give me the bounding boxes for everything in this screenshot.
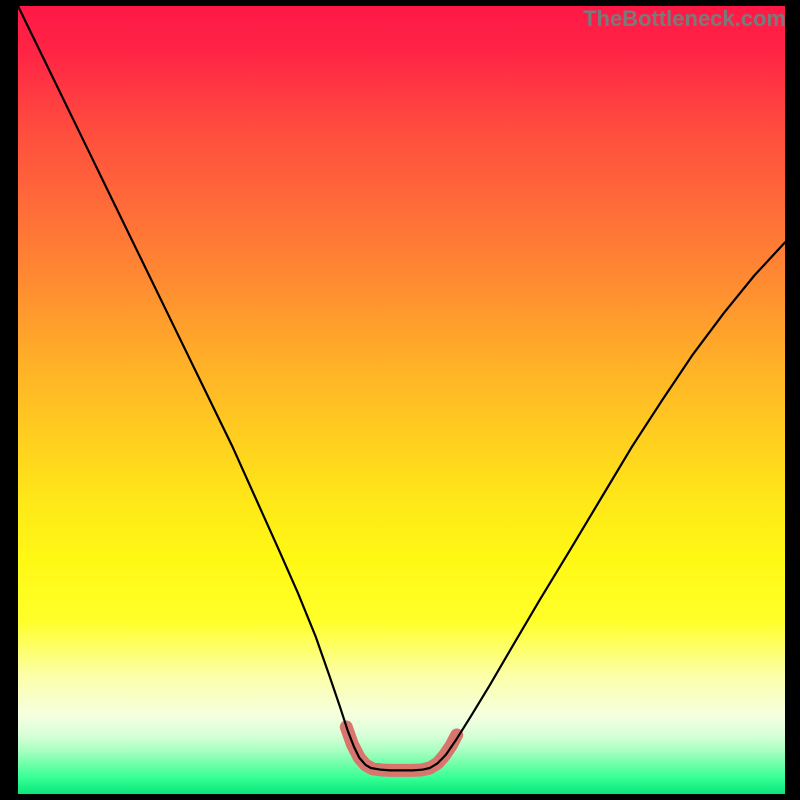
watermark-text: TheBottleneck.com <box>583 6 786 32</box>
plot-svg <box>0 0 800 800</box>
gradient-background <box>18 6 785 794</box>
bottleneck-chart: TheBottleneck.com <box>0 0 800 800</box>
